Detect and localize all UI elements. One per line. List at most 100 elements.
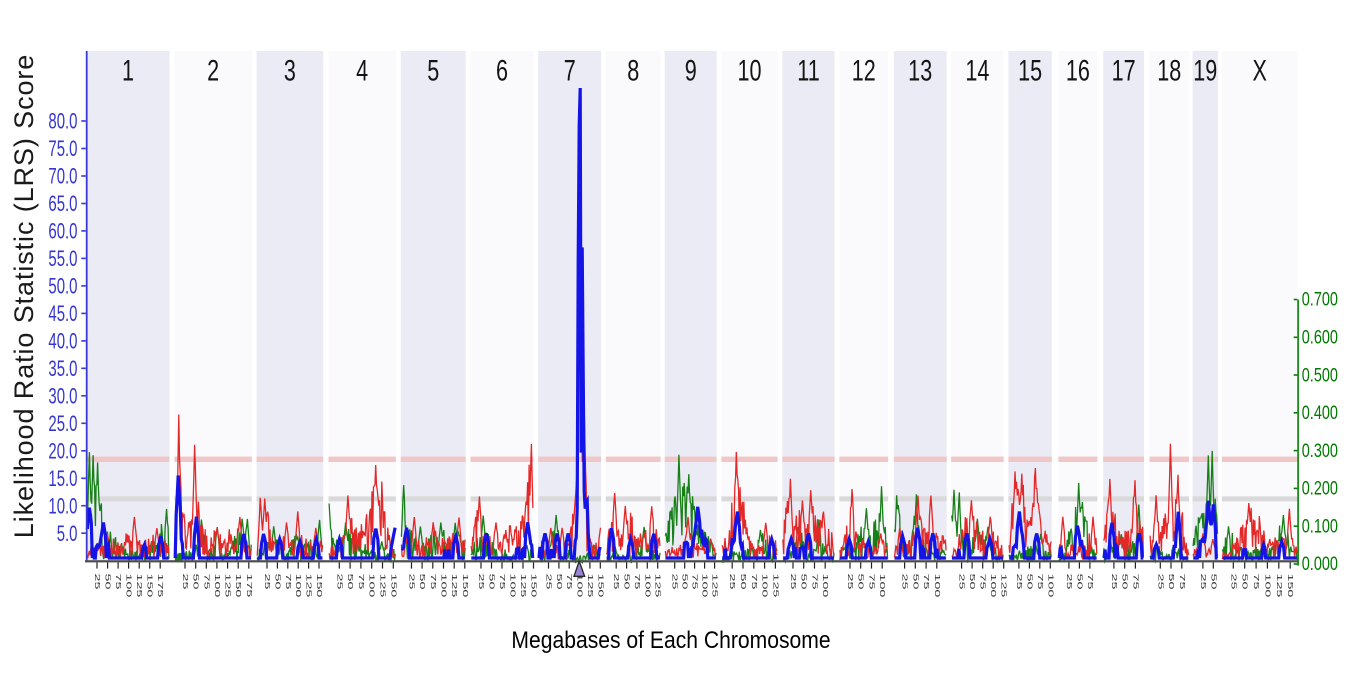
svg-text:100: 100 (933, 574, 941, 598)
svg-text:100: 100 (761, 574, 769, 598)
svg-text:45.0: 45.0 (48, 301, 77, 326)
svg-text:25: 25 (1065, 574, 1073, 590)
svg-text:75.0: 75.0 (48, 136, 77, 161)
svg-text:25: 25 (958, 574, 966, 590)
svg-text:0.700: 0.700 (1302, 289, 1338, 310)
svg-text:25: 25 (728, 574, 736, 590)
svg-text:125: 125 (305, 574, 313, 598)
svg-text:50: 50 (104, 574, 112, 590)
svg-text:25: 25 (1110, 574, 1118, 590)
svg-text:150: 150 (596, 574, 604, 598)
svg-text:125: 125 (224, 574, 232, 598)
svg-text:3: 3 (284, 53, 296, 87)
svg-text:11: 11 (797, 53, 819, 87)
svg-text:10: 10 (737, 53, 761, 87)
svg-text:0.500: 0.500 (1302, 364, 1338, 385)
svg-text:25.0: 25.0 (48, 411, 77, 436)
svg-text:50: 50 (1075, 574, 1083, 590)
svg-text:75: 75 (1131, 574, 1139, 590)
svg-text:70.0: 70.0 (48, 164, 77, 189)
svg-text:125: 125 (771, 574, 779, 598)
svg-text:100: 100 (989, 574, 997, 598)
svg-text:125: 125 (1275, 574, 1283, 598)
svg-text:25: 25 (1015, 574, 1023, 590)
svg-text:16: 16 (1066, 53, 1090, 87)
svg-text:0.400: 0.400 (1302, 402, 1338, 423)
svg-text:100: 100 (821, 574, 829, 598)
svg-text:80.0: 80.0 (48, 109, 77, 134)
svg-text:25: 25 (901, 574, 909, 590)
svg-text:100: 100 (213, 574, 221, 598)
svg-text:125: 125 (450, 574, 458, 598)
svg-text:0.100: 0.100 (1302, 516, 1338, 537)
svg-text:0.200: 0.200 (1302, 478, 1338, 499)
svg-text:25: 25 (263, 574, 271, 590)
svg-text:50: 50 (418, 574, 426, 590)
svg-text:175: 175 (245, 574, 253, 598)
svg-text:150: 150 (315, 574, 323, 598)
svg-text:50: 50 (1241, 574, 1249, 590)
svg-text:50: 50 (739, 574, 747, 590)
svg-text:75: 75 (565, 574, 573, 590)
svg-text:Likelihood Ratio Statistic (LR: Likelihood Ratio Statistic (LRS) Score (9, 54, 39, 538)
svg-text:50: 50 (800, 574, 808, 590)
svg-text:10.0: 10.0 (48, 493, 77, 518)
svg-text:150: 150 (529, 574, 537, 598)
svg-text:18: 18 (1157, 53, 1181, 87)
svg-text:100: 100 (1263, 574, 1271, 598)
svg-text:100: 100 (439, 574, 447, 598)
svg-text:20.0: 20.0 (48, 439, 77, 464)
svg-text:X: X (1252, 53, 1266, 87)
svg-text:25: 25 (181, 574, 189, 590)
svg-text:50: 50 (192, 574, 200, 590)
svg-text:175: 175 (156, 574, 164, 598)
svg-text:17: 17 (1112, 53, 1136, 87)
svg-text:125: 125 (1000, 574, 1008, 598)
svg-text:125: 125 (586, 574, 594, 598)
svg-text:75: 75 (633, 574, 641, 590)
svg-text:100: 100 (643, 574, 651, 598)
svg-text:50: 50 (681, 574, 689, 590)
svg-text:125: 125 (378, 574, 386, 598)
svg-text:125: 125 (711, 574, 719, 598)
svg-text:150: 150 (461, 574, 469, 598)
svg-text:75: 75 (1086, 574, 1094, 590)
svg-text:100: 100 (294, 574, 302, 598)
svg-text:0.000: 0.000 (1302, 553, 1338, 574)
svg-text:25: 25 (407, 574, 415, 590)
svg-text:100: 100 (576, 574, 584, 598)
svg-text:25: 25 (1199, 574, 1207, 590)
svg-text:75: 75 (202, 574, 210, 590)
svg-text:30.0: 30.0 (48, 384, 77, 409)
svg-text:50: 50 (1209, 574, 1217, 590)
svg-text:50: 50 (555, 574, 563, 590)
svg-text:25: 25 (612, 574, 620, 590)
svg-text:65.0: 65.0 (48, 191, 77, 216)
svg-text:100: 100 (368, 574, 376, 598)
svg-text:75: 75 (1178, 574, 1186, 590)
svg-text:75: 75 (114, 574, 122, 590)
svg-text:100: 100 (1046, 574, 1054, 598)
svg-text:25: 25 (335, 574, 343, 590)
svg-text:60.0: 60.0 (48, 219, 77, 244)
svg-text:14: 14 (965, 53, 989, 87)
svg-text:12: 12 (852, 53, 876, 87)
svg-text:50: 50 (346, 574, 354, 590)
svg-text:75: 75 (1252, 574, 1260, 590)
svg-text:150: 150 (146, 574, 154, 598)
svg-text:50.0: 50.0 (48, 274, 77, 299)
svg-text:75: 75 (750, 574, 758, 590)
svg-text:50: 50 (911, 574, 919, 590)
svg-text:75: 75 (357, 574, 365, 590)
svg-text:50: 50 (487, 574, 495, 590)
svg-text:125: 125 (654, 574, 662, 598)
svg-text:50: 50 (1121, 574, 1129, 590)
svg-text:25: 25 (1156, 574, 1164, 590)
svg-text:25: 25 (1229, 574, 1237, 590)
svg-text:40.0: 40.0 (48, 329, 77, 354)
svg-text:100: 100 (701, 574, 709, 598)
svg-text:4: 4 (356, 53, 368, 87)
svg-text:15.0: 15.0 (48, 466, 77, 491)
svg-text:75: 75 (284, 574, 292, 590)
svg-text:15: 15 (1018, 53, 1042, 87)
